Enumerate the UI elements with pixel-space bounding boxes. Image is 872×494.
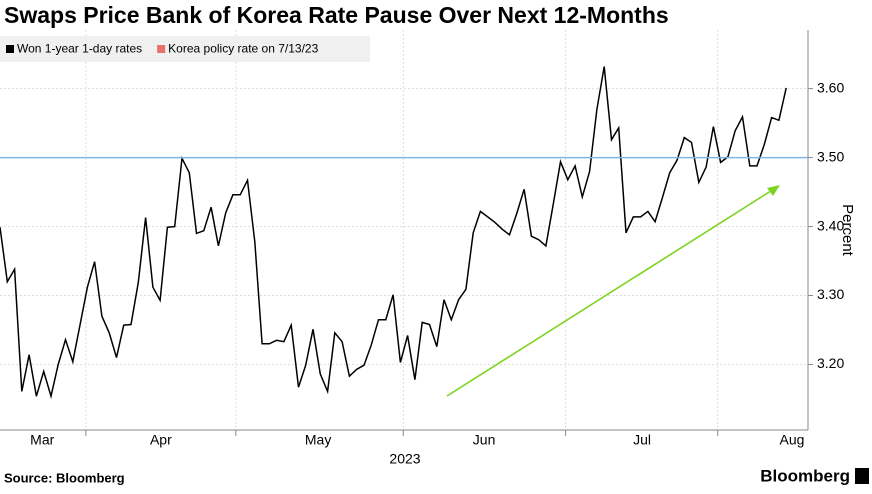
x-axis-label: 2023 <box>389 451 420 467</box>
x-tick-label: Jul <box>633 432 651 448</box>
x-tick-label: Mar <box>30 432 54 448</box>
trend-arrow <box>446 188 775 397</box>
legend-swatch <box>157 45 166 53</box>
chart-title: Swaps Price Bank of Korea Rate Pause Ove… <box>4 2 669 28</box>
x-tick-label: Aug <box>780 432 805 448</box>
legend-swatch <box>6 45 14 53</box>
x-tick-label: Apr <box>150 432 172 448</box>
series-line <box>0 66 787 400</box>
source: Source: Bloomberg <box>4 470 125 485</box>
y-axis-label: Percent <box>839 204 856 257</box>
y-tick-label: 3.20 <box>817 355 844 371</box>
y-tick-label: 3.40 <box>817 217 844 233</box>
brand: Bloomberg <box>760 466 850 485</box>
y-tick-label: 3.60 <box>817 79 844 95</box>
x-tick-label: May <box>305 432 331 448</box>
y-tick-label: 3.30 <box>817 286 844 302</box>
legend-label: Korea policy rate on 7/13/23 <box>168 42 318 56</box>
brand-icon <box>855 468 869 484</box>
y-tick-label: 3.50 <box>817 148 844 164</box>
trend-arrow-head <box>767 185 780 196</box>
x-tick-label: Jun <box>473 432 496 448</box>
legend-box <box>0 36 370 62</box>
legend-label: Won 1-year 1-day rates <box>17 42 142 56</box>
